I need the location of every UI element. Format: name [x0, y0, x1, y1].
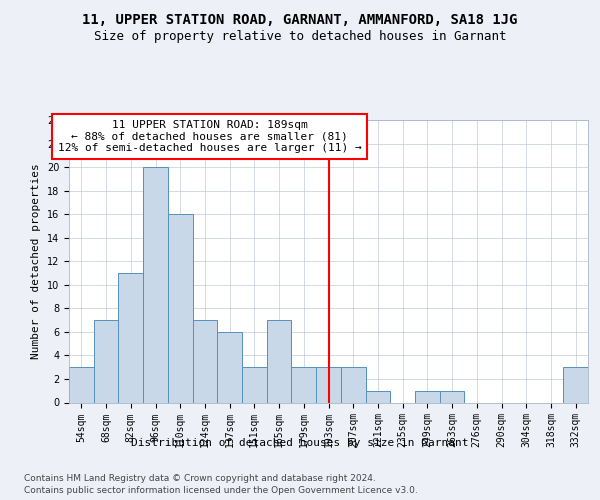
Bar	[415, 390, 440, 402]
Bar	[193, 320, 217, 402]
Text: 11, UPPER STATION ROAD, GARNANT, AMMANFORD, SA18 1JG: 11, UPPER STATION ROAD, GARNANT, AMMANFO…	[82, 12, 518, 26]
Bar	[267, 320, 292, 402]
Bar	[168, 214, 193, 402]
Bar	[242, 367, 267, 402]
Bar	[563, 367, 588, 402]
Y-axis label: Number of detached properties: Number of detached properties	[31, 164, 41, 359]
Bar	[440, 390, 464, 402]
Bar	[143, 167, 168, 402]
Text: Size of property relative to detached houses in Garnant: Size of property relative to detached ho…	[94, 30, 506, 43]
Bar	[316, 367, 341, 402]
Bar	[292, 367, 316, 402]
Bar	[94, 320, 118, 402]
Bar	[69, 367, 94, 402]
Bar	[341, 367, 365, 402]
Text: Contains public sector information licensed under the Open Government Licence v3: Contains public sector information licen…	[24, 486, 418, 495]
Text: Distribution of detached houses by size in Garnant: Distribution of detached houses by size …	[131, 438, 469, 448]
Text: Contains HM Land Registry data © Crown copyright and database right 2024.: Contains HM Land Registry data © Crown c…	[24, 474, 376, 483]
Bar	[365, 390, 390, 402]
Text: 11 UPPER STATION ROAD: 189sqm
← 88% of detached houses are smaller (81)
12% of s: 11 UPPER STATION ROAD: 189sqm ← 88% of d…	[58, 120, 362, 153]
Bar	[217, 332, 242, 402]
Bar	[118, 273, 143, 402]
